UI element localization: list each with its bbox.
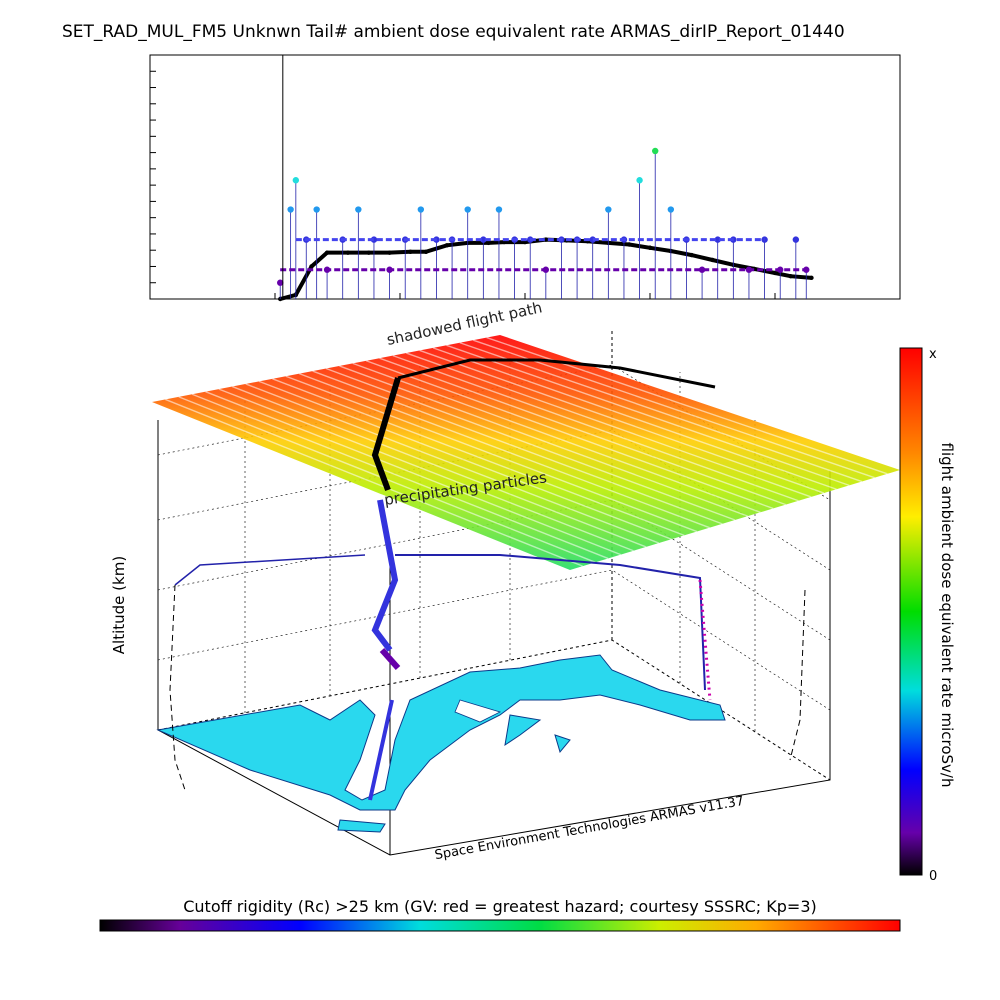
plane-stripe [232, 385, 647, 548]
dose-colorbar-top: x [929, 347, 937, 362]
nairas-point [387, 250, 392, 255]
cutoff-colorbar [99, 919, 901, 932]
armas-point [292, 177, 300, 184]
plane-stripe [191, 393, 609, 560]
flight-path [169, 358, 806, 801]
armas-point [589, 236, 596, 243]
plane-stripe [419, 349, 825, 494]
plane-stripe [473, 339, 875, 479]
plane-stripe [165, 398, 583, 567]
plane-stripe [285, 375, 698, 533]
nairas-point [647, 245, 653, 250]
plane-stripe [446, 344, 850, 487]
nairas-point [324, 250, 330, 255]
armas-point [714, 236, 721, 243]
nairas-point [366, 250, 371, 255]
armas-point [417, 206, 425, 213]
plane-stripe [258, 380, 672, 540]
nairas-point [772, 270, 778, 276]
nairas-point [309, 264, 314, 269]
nairas-point [345, 250, 351, 255]
altitude-axis-label: Altitude (km) [110, 556, 128, 654]
armas-point [667, 206, 675, 213]
armas-point [464, 206, 471, 213]
nairas-point [788, 274, 793, 279]
plane-stripe [218, 388, 634, 552]
armas-point [652, 147, 659, 155]
nairas-point [444, 243, 450, 248]
cutoff-colorbar-title: Cutoff rigidity (Rc) >25 km (GV: red = g… [183, 897, 817, 916]
armas-point [480, 236, 487, 243]
nairas-point [689, 252, 694, 258]
dose-colorbar-label: flight ambient dose equivalent rate micr… [938, 443, 956, 788]
annotation-shadowed-flight-path: shadowed flight path [385, 298, 544, 349]
plane-stripe [392, 354, 799, 502]
timeseries-axes [149, 54, 901, 300]
page-title: SET_RAD_MUL_FM5 Unknwn Tail# ambient dos… [62, 22, 845, 42]
armas-point [761, 236, 768, 243]
plane-stripe [205, 391, 622, 556]
armas-point [277, 279, 284, 286]
plane-stripe [406, 352, 812, 498]
credit-label: Space Environment Technologies ARMAS v11… [434, 794, 746, 863]
dose-plane [152, 335, 900, 570]
plane-stripe [459, 342, 863, 483]
plane-stripe [365, 360, 774, 510]
nairas-point [486, 240, 491, 246]
armas-point [605, 206, 612, 213]
dose-colorbar [899, 347, 923, 876]
timeseries-frame [149, 54, 901, 300]
plane-stripe [272, 378, 685, 537]
nairas-point [408, 249, 413, 255]
armas-point [355, 206, 362, 213]
plane-stripe [339, 365, 748, 517]
plane-stripe [245, 383, 660, 544]
plane-stripe [352, 362, 761, 513]
armas-point [792, 236, 800, 243]
map-land [156, 654, 726, 833]
armas-point [313, 206, 320, 213]
dose-colorbar-bottom: 0 [929, 869, 937, 884]
armas-point [636, 177, 643, 184]
plane-stripe [298, 372, 710, 529]
timeseries-data [277, 55, 814, 302]
armas-point [495, 206, 503, 213]
armas-point [698, 266, 706, 273]
armas-point [287, 206, 294, 213]
nairas-point [626, 242, 632, 247]
plane-stripe [379, 357, 787, 506]
nairas-point [710, 257, 715, 263]
nairas-point [809, 275, 814, 281]
plane-stripe [432, 347, 837, 490]
armas-point [370, 236, 378, 243]
plane-stripe [312, 370, 723, 525]
nairas-point [423, 249, 429, 255]
